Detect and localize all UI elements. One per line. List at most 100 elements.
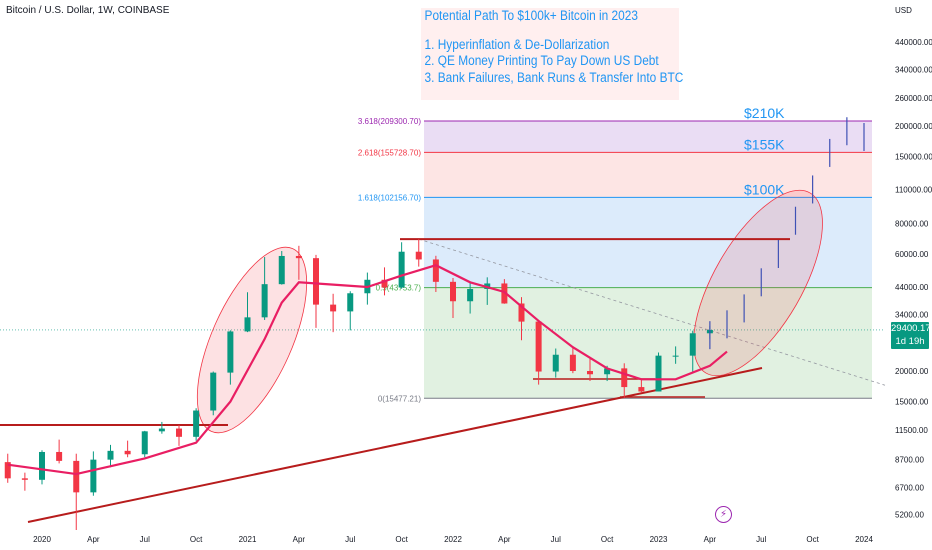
price-tick-label: 60000.00	[895, 250, 929, 259]
annotation-point-2: 2. QE Money Printing To Pay Down US Debt	[424, 53, 659, 68]
time-tick-label: 2022	[444, 535, 462, 544]
price-tick-label: 20000.00	[895, 367, 929, 376]
candle-body	[518, 303, 525, 322]
current-price-value: 29400.17	[891, 323, 931, 334]
candle-body	[107, 450, 114, 460]
fib-label: 1.618(102156.70)	[358, 193, 422, 202]
countdown-value: 1d 19h	[895, 336, 925, 347]
highlight-ellipse	[693, 189, 823, 377]
candle-body	[39, 451, 45, 480]
candle-body	[432, 259, 439, 282]
price-tick-label: 11500.00	[895, 426, 928, 435]
candle-body	[467, 288, 474, 302]
target-label: $210K	[744, 105, 785, 121]
candle-body	[569, 354, 576, 371]
candle-body	[604, 368, 611, 375]
annotation-box: Potential Path To $100k+ Bitcoin in 2023…	[421, 8, 684, 100]
fib-zone	[424, 287, 872, 399]
annotation-point-1: 1. Hyperinflation & De-Dollarization	[424, 36, 610, 52]
time-tick-label: Oct	[190, 535, 203, 544]
price-tick-label: 80000.00	[895, 219, 929, 228]
rising-trend-line	[27, 367, 763, 523]
candle-body	[261, 284, 268, 318]
time-tick-label: 2021	[239, 535, 257, 544]
price-axis-currency: USD	[895, 6, 912, 15]
candle-body	[278, 255, 285, 285]
annotation-title: Potential Path To $100k+ Bitcoin in 2023	[424, 8, 638, 23]
candle-body	[535, 321, 542, 372]
candle-body	[672, 355, 679, 357]
time-tick-label: Apr	[87, 535, 100, 544]
time-tick-label: 2023	[650, 535, 668, 544]
candle-body	[450, 281, 456, 302]
annotation-point-3: 3. Bank Failures, Bank Runs & Transfer I…	[424, 69, 684, 85]
price-tick-label: 34000.00	[895, 310, 929, 319]
candle-body	[124, 450, 131, 455]
time-tick-label: Apr	[704, 535, 717, 544]
time-tick-label: 2020	[33, 535, 51, 544]
candle-body	[381, 279, 388, 288]
time-tick-label: Oct	[806, 535, 819, 544]
time-tick-label: Apr	[293, 535, 306, 544]
time-tick-label: Oct	[601, 535, 614, 544]
time-tick-label: Apr	[498, 535, 511, 544]
candle-body	[193, 410, 200, 437]
price-tick-label: 200000.00	[895, 122, 932, 131]
candle-body	[176, 428, 182, 437]
candle-body	[56, 451, 63, 461]
fib-label: 0.5(43753.7)	[376, 284, 422, 293]
current-price-tag: 29400.17 1d 19h	[891, 322, 931, 349]
candle-body	[655, 355, 662, 392]
target-label: $100K	[744, 181, 785, 197]
time-axis-area	[0, 530, 932, 550]
fib-label: 0(15477.21)	[378, 394, 421, 403]
candle-body	[210, 372, 217, 411]
candle-body	[638, 387, 645, 392]
target-label: $155K	[744, 136, 785, 152]
candle-body	[158, 428, 165, 432]
fib-label: 2.618(155728.70)	[358, 148, 422, 157]
candle-body	[73, 460, 80, 493]
candle-body	[244, 317, 251, 332]
time-tick-label: Jul	[756, 535, 766, 544]
highlight-ellipse	[196, 246, 308, 434]
candle-body	[415, 251, 422, 260]
time-tick-label: Jul	[345, 535, 355, 544]
candle-body	[552, 354, 559, 372]
price-tick-label: 260000.00	[895, 94, 932, 103]
candle-body	[295, 255, 302, 259]
candle-body	[501, 283, 508, 304]
price-tick-label: 110000.00	[895, 185, 932, 194]
candle-body	[4, 462, 11, 479]
candle-body	[90, 459, 97, 493]
time-tick-label: Jul	[140, 535, 150, 544]
price-tick-label: 5200.00	[895, 510, 924, 519]
moving-average-line	[7, 264, 728, 476]
candle-body	[330, 304, 337, 312]
price-tick-label: 15000.00	[895, 398, 929, 407]
candle-body	[587, 371, 593, 375]
price-tick-label: 440000.00	[895, 38, 932, 47]
price-tick-label: 150000.00	[895, 152, 932, 161]
candle-body	[21, 478, 28, 480]
candle-body	[141, 431, 148, 455]
lightning-bolt-icon[interactable]: ⚡︎	[715, 506, 732, 523]
time-tick-label: 2024	[855, 535, 873, 544]
fib-zone	[424, 120, 872, 153]
price-tick-label: 6700.00	[895, 483, 924, 492]
fib-zone	[424, 197, 872, 288]
candle-body	[689, 333, 696, 356]
candle-body	[398, 251, 405, 288]
price-tick-label: 8700.00	[895, 456, 924, 465]
price-axis-area	[887, 0, 932, 550]
candle-body	[313, 258, 319, 305]
symbol-title: Bitcoin / U.S. Dollar, 1W, COINBASE	[6, 5, 170, 16]
candle-body	[227, 331, 234, 373]
fib-label: 3.618(209300.70)	[358, 117, 422, 126]
candle-body	[347, 293, 354, 312]
price-tick-label: 340000.00	[895, 65, 932, 74]
price-tick-label: 44000.00	[895, 283, 929, 292]
candle-body	[621, 368, 628, 388]
time-tick-label: Jul	[551, 535, 561, 544]
